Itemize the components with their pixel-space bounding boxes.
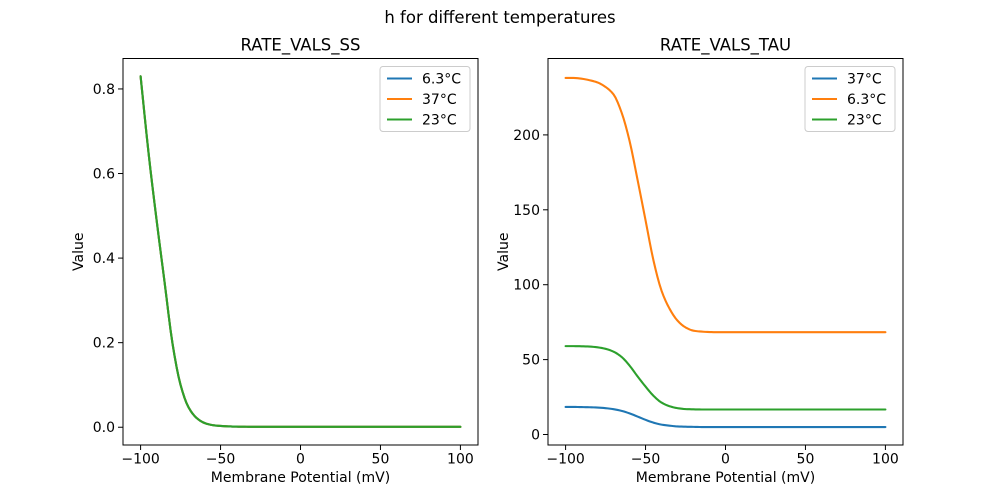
ss-legend-label-2: 23°C	[422, 113, 457, 129]
tau-ytick-label: 50	[522, 353, 540, 369]
tau-legend-label-2: 23°C	[847, 113, 882, 129]
tau-series-line-2	[564, 345, 887, 411]
ss-xtick-label: 100	[447, 452, 474, 468]
tau-xtick-label: −100	[546, 452, 584, 468]
ss-legend-label-1: 37°C	[422, 92, 457, 108]
ss-axes-title: RATE_VALS_SS	[241, 36, 361, 56]
ss-xtick-label: −50	[206, 452, 236, 468]
tau-legend: 37°C 6.3°C 23°C	[804, 66, 896, 132]
ss-legend: 6.3°C 37°C 23°C	[379, 66, 471, 132]
ss-xaxis-label: Membrane Potential (mV)	[211, 470, 390, 486]
tau-ytick-label: 0	[531, 428, 540, 444]
ss-yaxis-label: Value	[71, 233, 87, 271]
ss-ytick-label: 0.6	[93, 167, 115, 183]
tau-ytick-label: 150	[513, 203, 540, 219]
ss-ytick-label: 0.4	[93, 251, 115, 267]
tau-xaxis-label: Membrane Potential (mV)	[636, 470, 815, 486]
ss-ytick-label: 0.2	[93, 336, 115, 352]
tau-xtick-label: 100	[872, 452, 899, 468]
ss-xtick-label: −100	[121, 452, 159, 468]
tau-ytick-label: 200	[513, 128, 540, 144]
tau-series-line-0	[564, 405, 887, 429]
ss-xtick-label: 0	[296, 452, 305, 468]
tau-ytick-label: 100	[513, 278, 540, 294]
ss-xtick-label: 50	[372, 452, 390, 468]
tau-series-line-1	[564, 76, 887, 334]
tau-legend-label-0: 37°C	[847, 72, 882, 88]
tau-yaxis-label: Value	[496, 233, 512, 271]
ss-ytick-label: 0.8	[93, 82, 115, 98]
tau-legend-label-1: 6.3°C	[847, 92, 886, 108]
ss-subplot: RATE_VALS_SS −100 −50 0 50 100 0.0 0.2 0.4 0.6 0.8…	[71, 36, 479, 486]
tau-xtick-label: −50	[631, 452, 661, 468]
ss-ytick-label: 0.0	[93, 420, 115, 436]
tau-xtick-label: 50	[797, 452, 815, 468]
tau-legend-frame	[804, 66, 896, 132]
ss-legend-label-0: 6.3°C	[422, 72, 461, 88]
tau-subplot: RATE_VALS_TAU −100 −50 0 50 100 0 50 100 150 200 Me…	[496, 36, 904, 486]
figure-title: h for different temperatures	[384, 8, 616, 27]
ss-series-line-2	[139, 75, 462, 428]
tau-xtick-label: 0	[721, 452, 730, 468]
tau-axes-title: RATE_VALS_TAU	[660, 36, 791, 56]
ss-legend-frame	[379, 66, 471, 132]
